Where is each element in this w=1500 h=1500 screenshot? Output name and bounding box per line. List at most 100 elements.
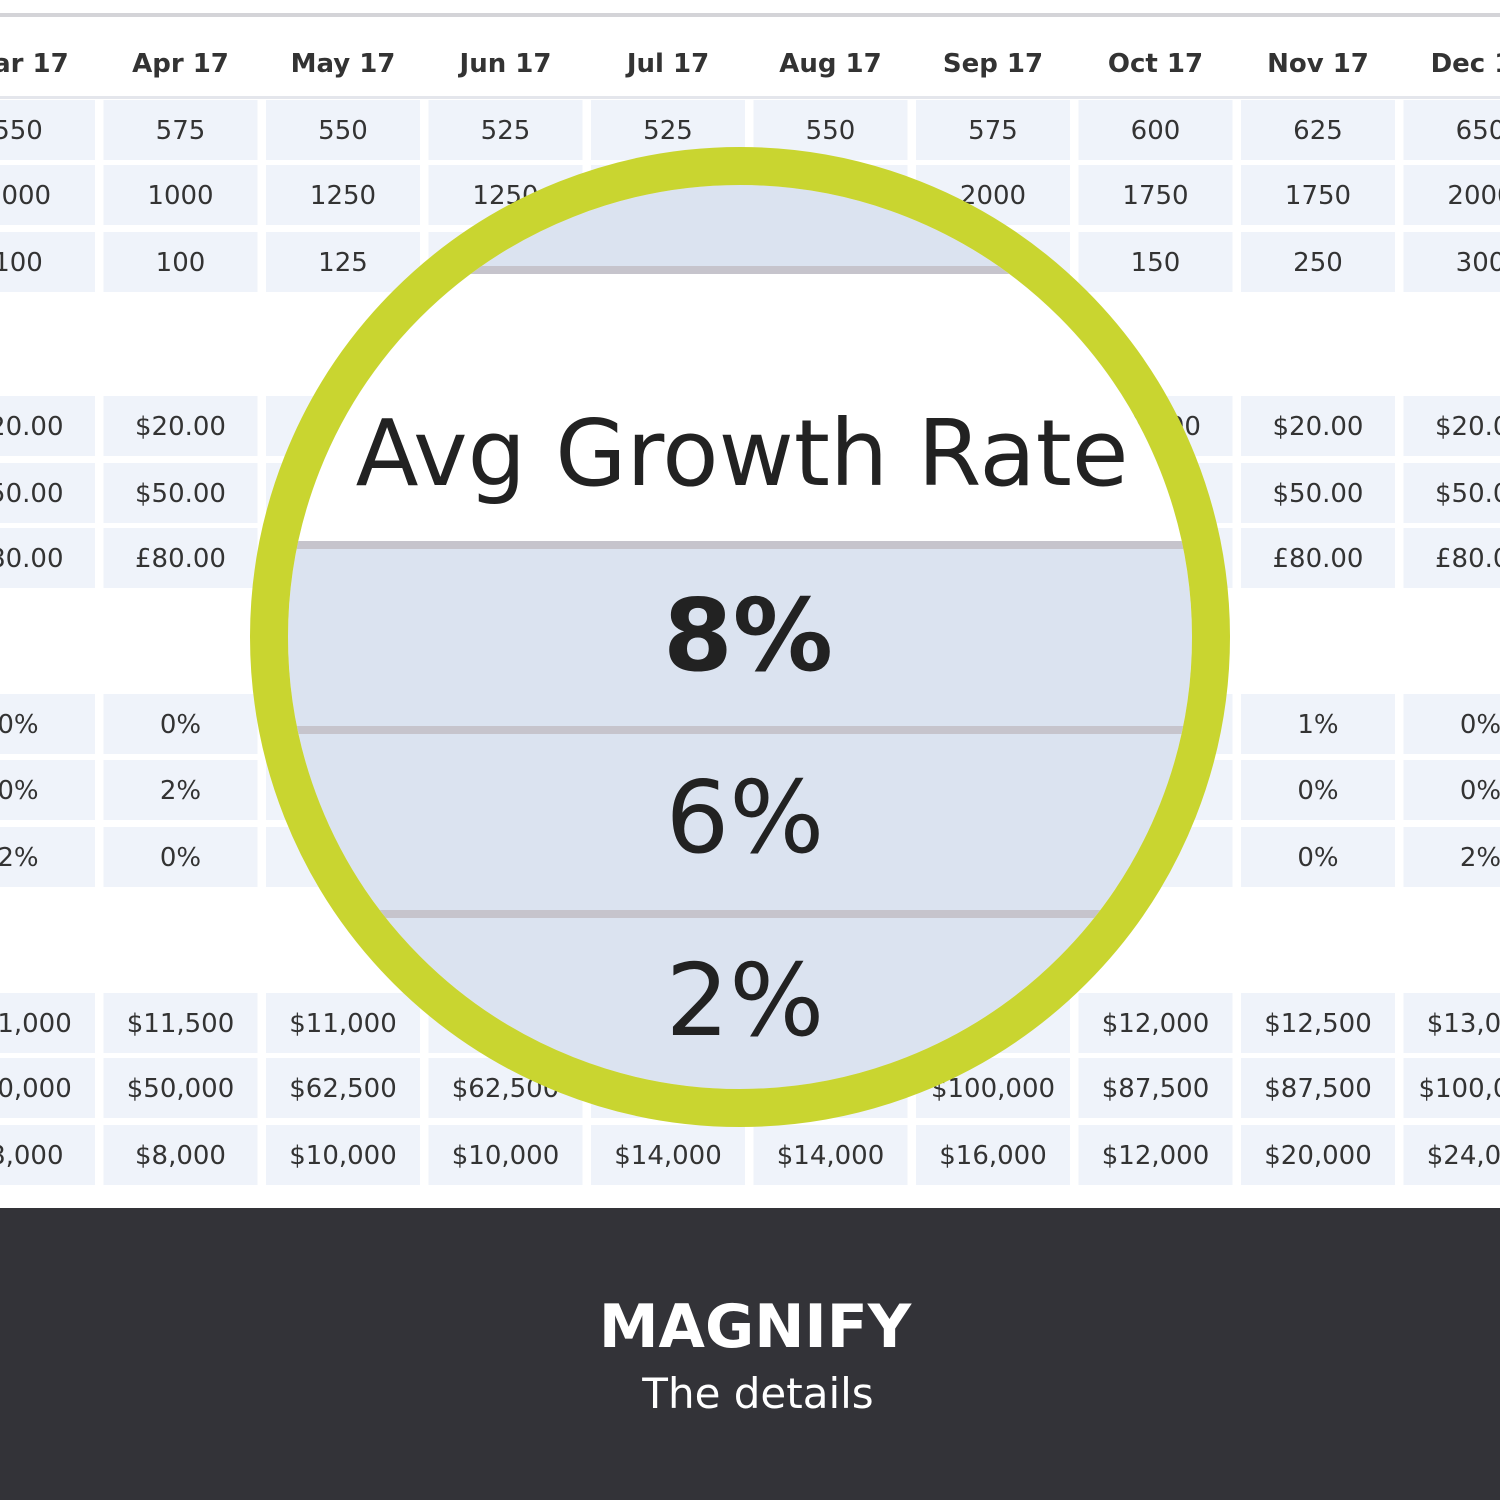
column-header: May 17 (291, 49, 396, 79)
cell-background (916, 100, 1070, 160)
cell: 1% (1297, 710, 1338, 740)
column-header: Apr 17 (132, 49, 229, 79)
cell: 1000 (147, 181, 213, 211)
cell: $87,500 (1264, 1074, 1372, 1104)
cell-background (0, 100, 95, 160)
cell: 0% (1297, 776, 1338, 806)
cell: 575 (968, 116, 1018, 146)
cell: 575 (156, 116, 206, 146)
column-header: Aug 17 (779, 49, 881, 79)
cell-background (591, 1125, 745, 1185)
cell-background (1403, 165, 1500, 225)
cell: $50.00 (1273, 479, 1364, 509)
cell: £80.00 (0, 544, 63, 574)
cell-background (1403, 1058, 1500, 1118)
lens-value: 6% (666, 759, 825, 876)
cell: $12,500 (1264, 1009, 1372, 1039)
column-header: Sep 17 (943, 49, 1043, 79)
cell: $11,000 (0, 1009, 72, 1039)
header-divider (0, 96, 1500, 99)
cell: 250 (1293, 248, 1343, 278)
cell-background (103, 463, 258, 523)
cell-background (1078, 1125, 1233, 1185)
cell: £80.00 (1273, 544, 1364, 574)
cell: 650 (1456, 116, 1500, 146)
cell: $10,000 (452, 1141, 560, 1171)
cell-background (1241, 396, 1395, 456)
cell: 1250 (310, 181, 376, 211)
cell: $10,000 (289, 1141, 397, 1171)
cell: 150 (1131, 248, 1181, 278)
cell: $20.00 (1273, 412, 1364, 442)
cell-background (103, 1058, 258, 1118)
cell-background (103, 100, 258, 160)
cell-background (266, 232, 420, 292)
cell: $8,000 (135, 1141, 226, 1171)
column-header: Jul 17 (625, 49, 709, 79)
cell: $50,000 (0, 1074, 72, 1104)
banner (0, 1208, 1500, 1500)
cell-background (1241, 463, 1395, 523)
cell-background (103, 528, 258, 588)
cell: 2000 (1447, 181, 1500, 211)
cell-background (1241, 100, 1395, 160)
cell-background (1078, 165, 1233, 225)
cell: 1000 (0, 181, 51, 211)
cell-background (1403, 760, 1500, 820)
cell: $8,000 (0, 1141, 63, 1171)
cell-background (0, 694, 95, 754)
cell-background (1241, 232, 1395, 292)
cell-background (266, 993, 420, 1053)
column-header: Mar 17 (0, 49, 69, 79)
cell-background (0, 1058, 95, 1118)
cell: $20.00 (1435, 412, 1500, 442)
cell: $100,000 (931, 1074, 1055, 1104)
cell-background (1078, 232, 1233, 292)
cell: $14,000 (614, 1141, 722, 1171)
cell-background (1403, 827, 1500, 887)
cell-background (1241, 694, 1395, 754)
cell-background (103, 993, 258, 1053)
cell-background (1403, 232, 1500, 292)
cell: $14,000 (777, 1141, 885, 1171)
cell: $11,500 (127, 1009, 235, 1039)
cell-background (428, 100, 583, 160)
cell: $50.00 (1435, 479, 1500, 509)
cell-background (1403, 528, 1500, 588)
cell-background (1241, 993, 1395, 1053)
cell-background (1403, 463, 1500, 523)
banner-title: MAGNIFY (599, 1292, 913, 1362)
column-header: Oct 17 (1108, 49, 1203, 79)
cell: $62,500 (289, 1074, 397, 1104)
cell: $16,000 (939, 1141, 1047, 1171)
cell-background (428, 1125, 583, 1185)
cell: 525 (481, 116, 531, 146)
cell: 0% (1460, 776, 1500, 806)
cell-background (103, 1125, 258, 1185)
cell-background (0, 760, 95, 820)
cell-background (266, 1125, 420, 1185)
cell-background (1241, 1125, 1395, 1185)
cell: 2% (1460, 843, 1500, 873)
cell-background (0, 528, 95, 588)
cell-background (916, 1125, 1070, 1185)
lens-title: Avg Growth Rate (356, 400, 1129, 507)
cell-background (103, 760, 258, 820)
cell-background (266, 100, 420, 160)
cell-background (1078, 993, 1233, 1053)
cell: $20.00 (0, 412, 63, 442)
cell: $12,000 (1102, 1141, 1210, 1171)
cell: 0% (160, 710, 201, 740)
cell-background (1078, 100, 1233, 160)
lens-value: 8% (663, 577, 833, 694)
cell: 550 (806, 116, 856, 146)
cell: £80.00 (1435, 544, 1500, 574)
cell-background (1078, 1058, 1233, 1118)
lens-value: 2% (666, 942, 825, 1059)
cell-background (0, 232, 95, 292)
cell-background (1403, 396, 1500, 456)
cell-background (1241, 1058, 1395, 1118)
lens-header (288, 274, 1192, 542)
cell: 1750 (1122, 181, 1188, 211)
